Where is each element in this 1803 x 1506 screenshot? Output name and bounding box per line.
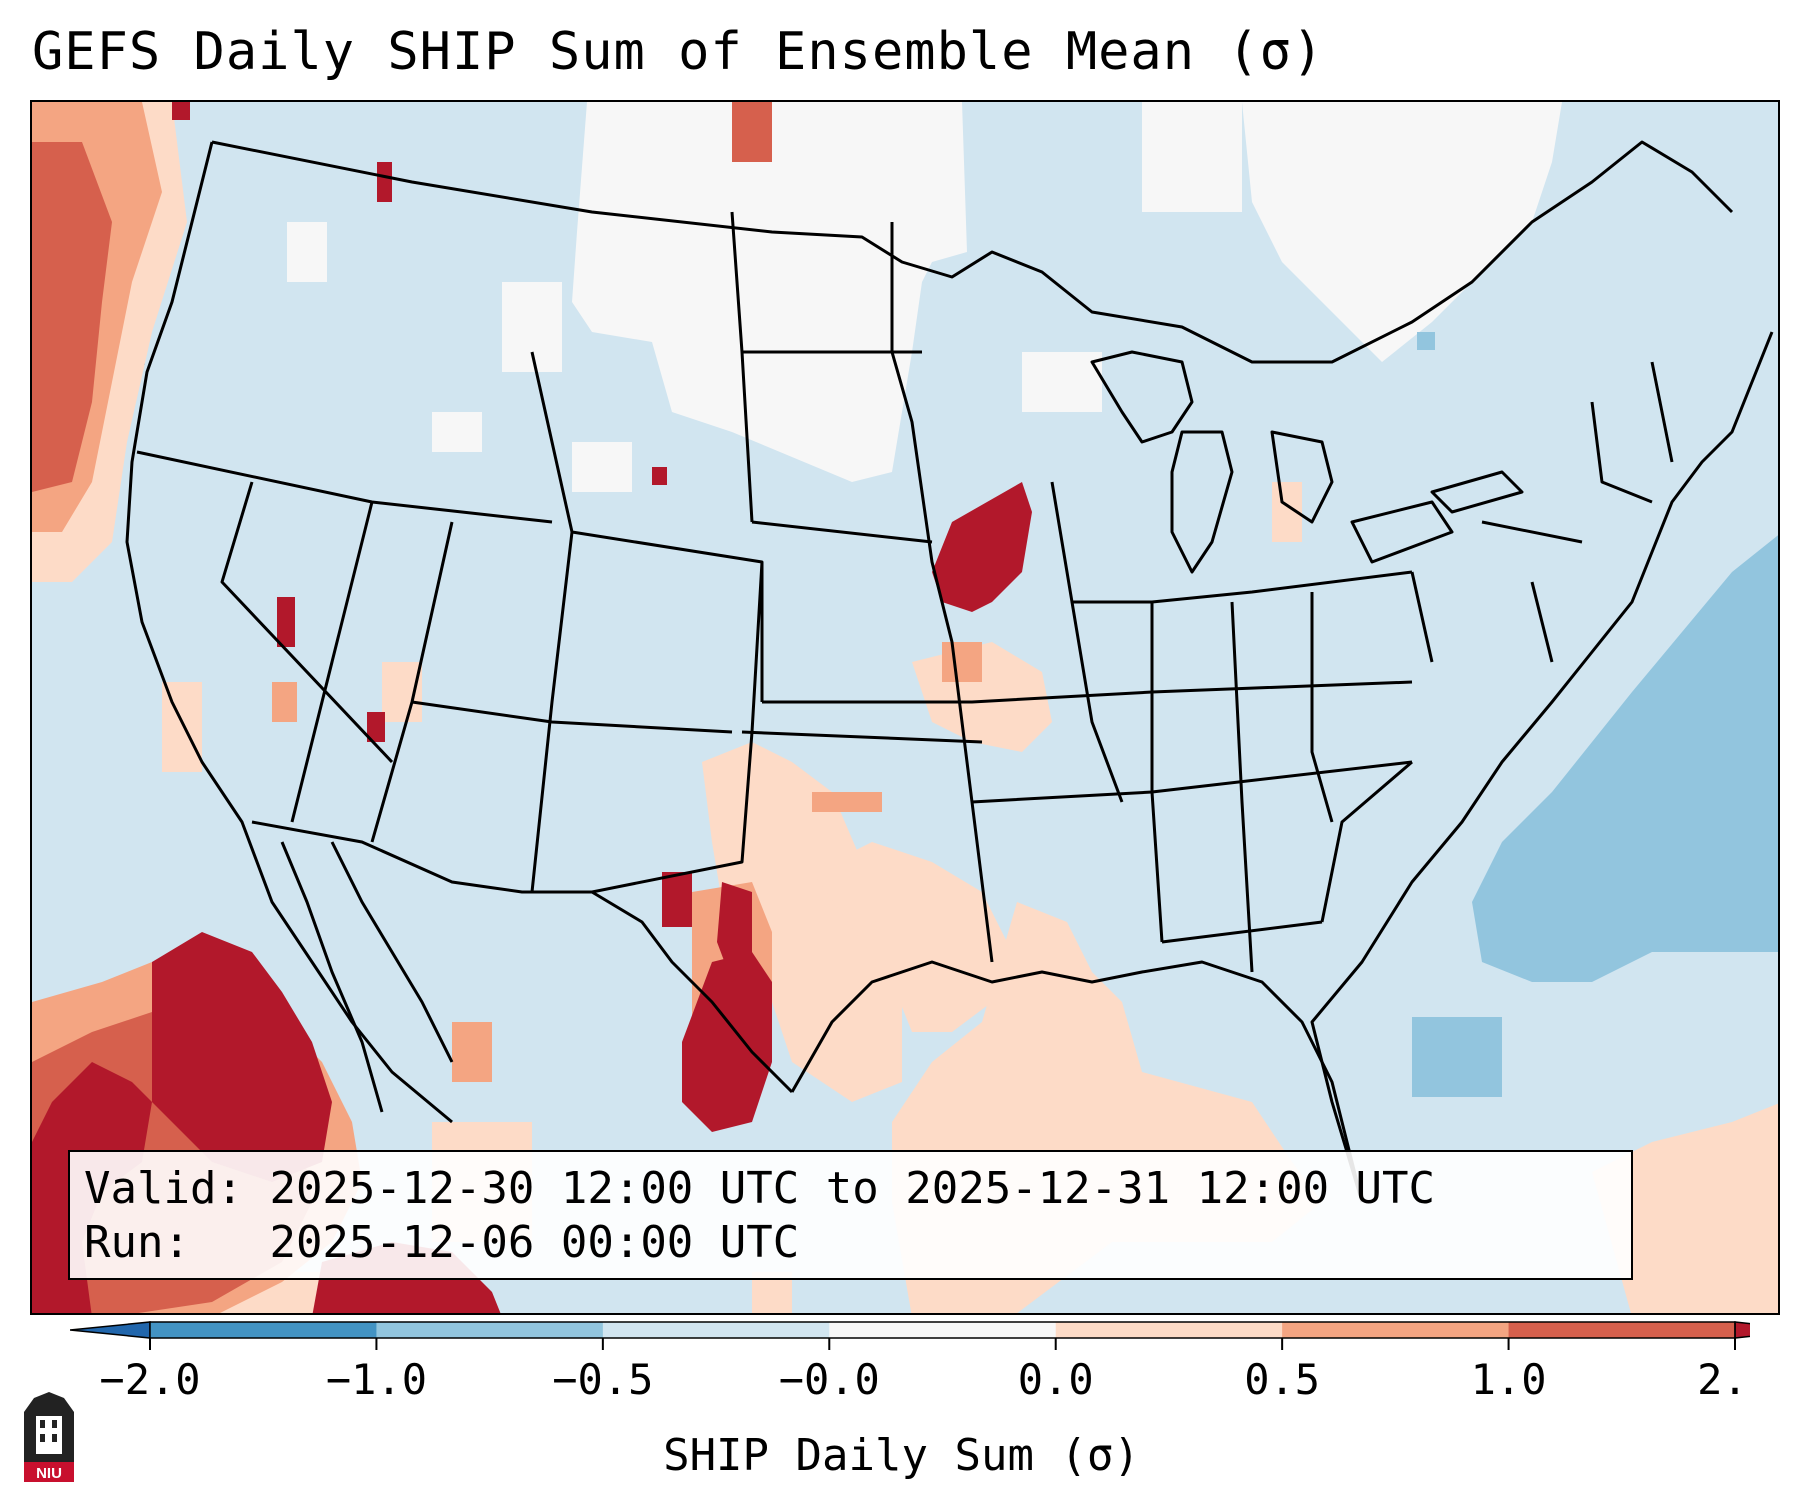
colorbar: −2.0 −1.0 −0.5 −0.0 0.0 0.5 1.0 2.0 (70, 1321, 1750, 1404)
colorbar-tick-label: −2.0 (99, 1355, 200, 1404)
colorbar-bin (150, 1322, 377, 1338)
colorbar-bin (829, 1322, 1057, 1338)
colorbar-ticks: −2.0 −1.0 −0.5 −0.0 0.0 0.5 1.0 2.0 (99, 1338, 1750, 1404)
svg-text:NIU: NIU (36, 1465, 62, 1482)
colorbar-bin (1508, 1322, 1736, 1338)
colorbar-tick-label: −1.0 (326, 1355, 427, 1404)
colorbar-bins (150, 1322, 1736, 1338)
run-line: Run: 2025-12-06 00:00 UTC (84, 1216, 1617, 1270)
valid-line: Valid: 2025-12-30 12:00 UTC to 2025-12-3… (84, 1162, 1617, 1216)
colorbar-bin (1282, 1322, 1510, 1338)
colorbar-tick-label: 1.0 (1471, 1355, 1547, 1404)
run-value: 2025-12-06 00:00 UTC (269, 1217, 800, 1268)
map-canvas (32, 102, 1778, 1313)
valid-label: Valid: (84, 1163, 243, 1214)
colorbar-tick-label: −0.5 (552, 1355, 653, 1404)
colorbar-outline (149, 1321, 1736, 1339)
colorbar-bin (602, 1322, 830, 1338)
boundary-lines (125, 140, 1774, 1203)
colorbar-tick-label: 0.0 (1018, 1355, 1094, 1404)
run-label: Run: (84, 1217, 243, 1268)
neutral-regions (287, 102, 1562, 492)
colorbar-tick-label: 0.5 (1244, 1355, 1320, 1404)
valid-value: 2025-12-30 12:00 UTC to 2025-12-31 12:00… (269, 1163, 1436, 1214)
colorbar-tick-label: 2.0 (1697, 1355, 1750, 1404)
colorbar-bin (1055, 1322, 1283, 1338)
colorbar-under-extend (70, 1321, 151, 1339)
niu-logo-icon: NIU (24, 1392, 74, 1482)
colorbar-label: SHIP Daily Sum (σ) (663, 1430, 1140, 1481)
page-title: GEFS Daily SHIP Sum of Ensemble Mean (σ) (32, 22, 1325, 82)
colorbar-bin (376, 1322, 604, 1338)
colorbar-tick-label: −0.0 (779, 1355, 880, 1404)
colorbar-over-extend (1734, 1321, 1750, 1339)
info-box: Valid: 2025-12-30 12:00 UTC to 2025-12-3… (68, 1150, 1633, 1280)
map-panel: Valid: 2025-12-30 12:00 UTC to 2025-12-3… (30, 100, 1780, 1315)
